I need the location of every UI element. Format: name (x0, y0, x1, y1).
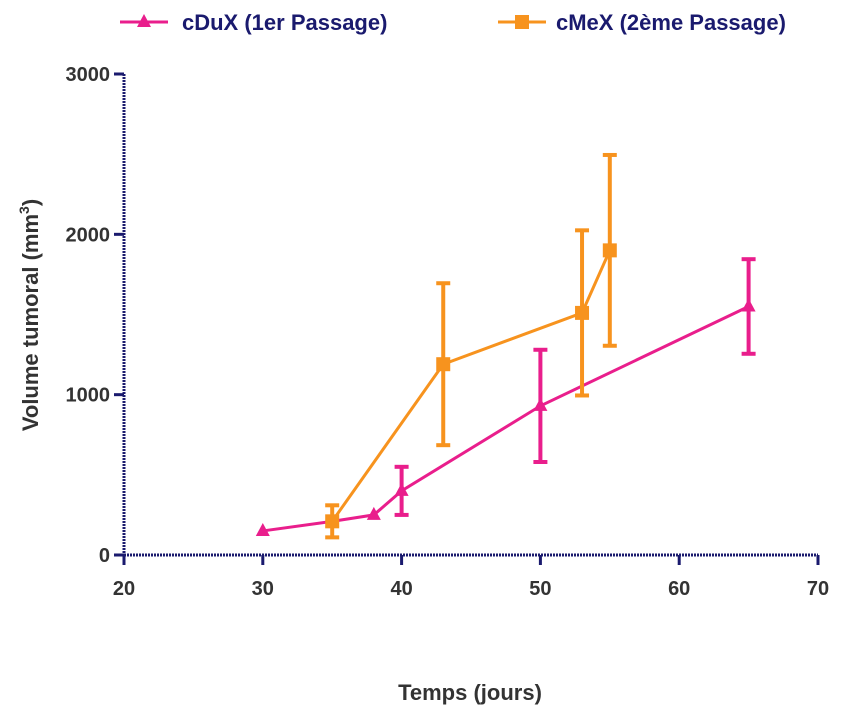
data-point (741, 298, 756, 312)
x-tick-label: 60 (668, 578, 690, 600)
y-ticks: 0 1000 2000 3000 (66, 64, 124, 567)
data-point (394, 482, 409, 496)
data-point (436, 357, 451, 372)
data-point (575, 305, 590, 320)
y-axis-title-main: Volume tumoral (mm (18, 214, 43, 431)
series-line (330, 249, 612, 523)
data-point (533, 397, 548, 411)
x-ticks: 20 30 40 50 60 70 (113, 555, 829, 600)
legend-marker-cdux (137, 14, 151, 27)
data-point (325, 514, 340, 529)
x-tick-label: 50 (529, 578, 551, 600)
legend-label-cmex: cMeX (2ème Passage) (556, 10, 786, 35)
data-point (602, 243, 617, 258)
y-tick-label: 1000 (66, 385, 111, 407)
y-tick-label: 3000 (66, 64, 111, 86)
legend-label-cdux: cDuX (1er Passage) (182, 10, 387, 35)
y-axis-title-sup: 3 (16, 206, 32, 214)
legend: cDuX (1er Passage) cMeX (2ème Passage) (120, 10, 786, 35)
legend-item-cmex: cMeX (2ème Passage) (498, 10, 786, 35)
y-axis-title-close: ) (18, 199, 43, 206)
legend-item-cdux: cDuX (1er Passage) (120, 10, 387, 35)
y-tick-label: 2000 (66, 224, 111, 246)
legend-marker-cmex (515, 15, 529, 29)
series-1 (325, 152, 617, 540)
series-line (262, 305, 750, 533)
data-point (255, 522, 270, 536)
x-tick-label: 30 (252, 578, 274, 600)
x-tick-label: 70 (807, 578, 829, 600)
series-0 (255, 257, 756, 536)
x-axis-title: Temps (jours) (398, 680, 542, 705)
y-tick-label: 0 (99, 545, 110, 567)
data-point (366, 506, 381, 520)
x-tick-label: 40 (390, 578, 412, 600)
y-axis-title: Volume tumoral (mm3) (16, 199, 43, 431)
series-layer (255, 152, 756, 540)
x-tick-label: 20 (113, 578, 135, 600)
